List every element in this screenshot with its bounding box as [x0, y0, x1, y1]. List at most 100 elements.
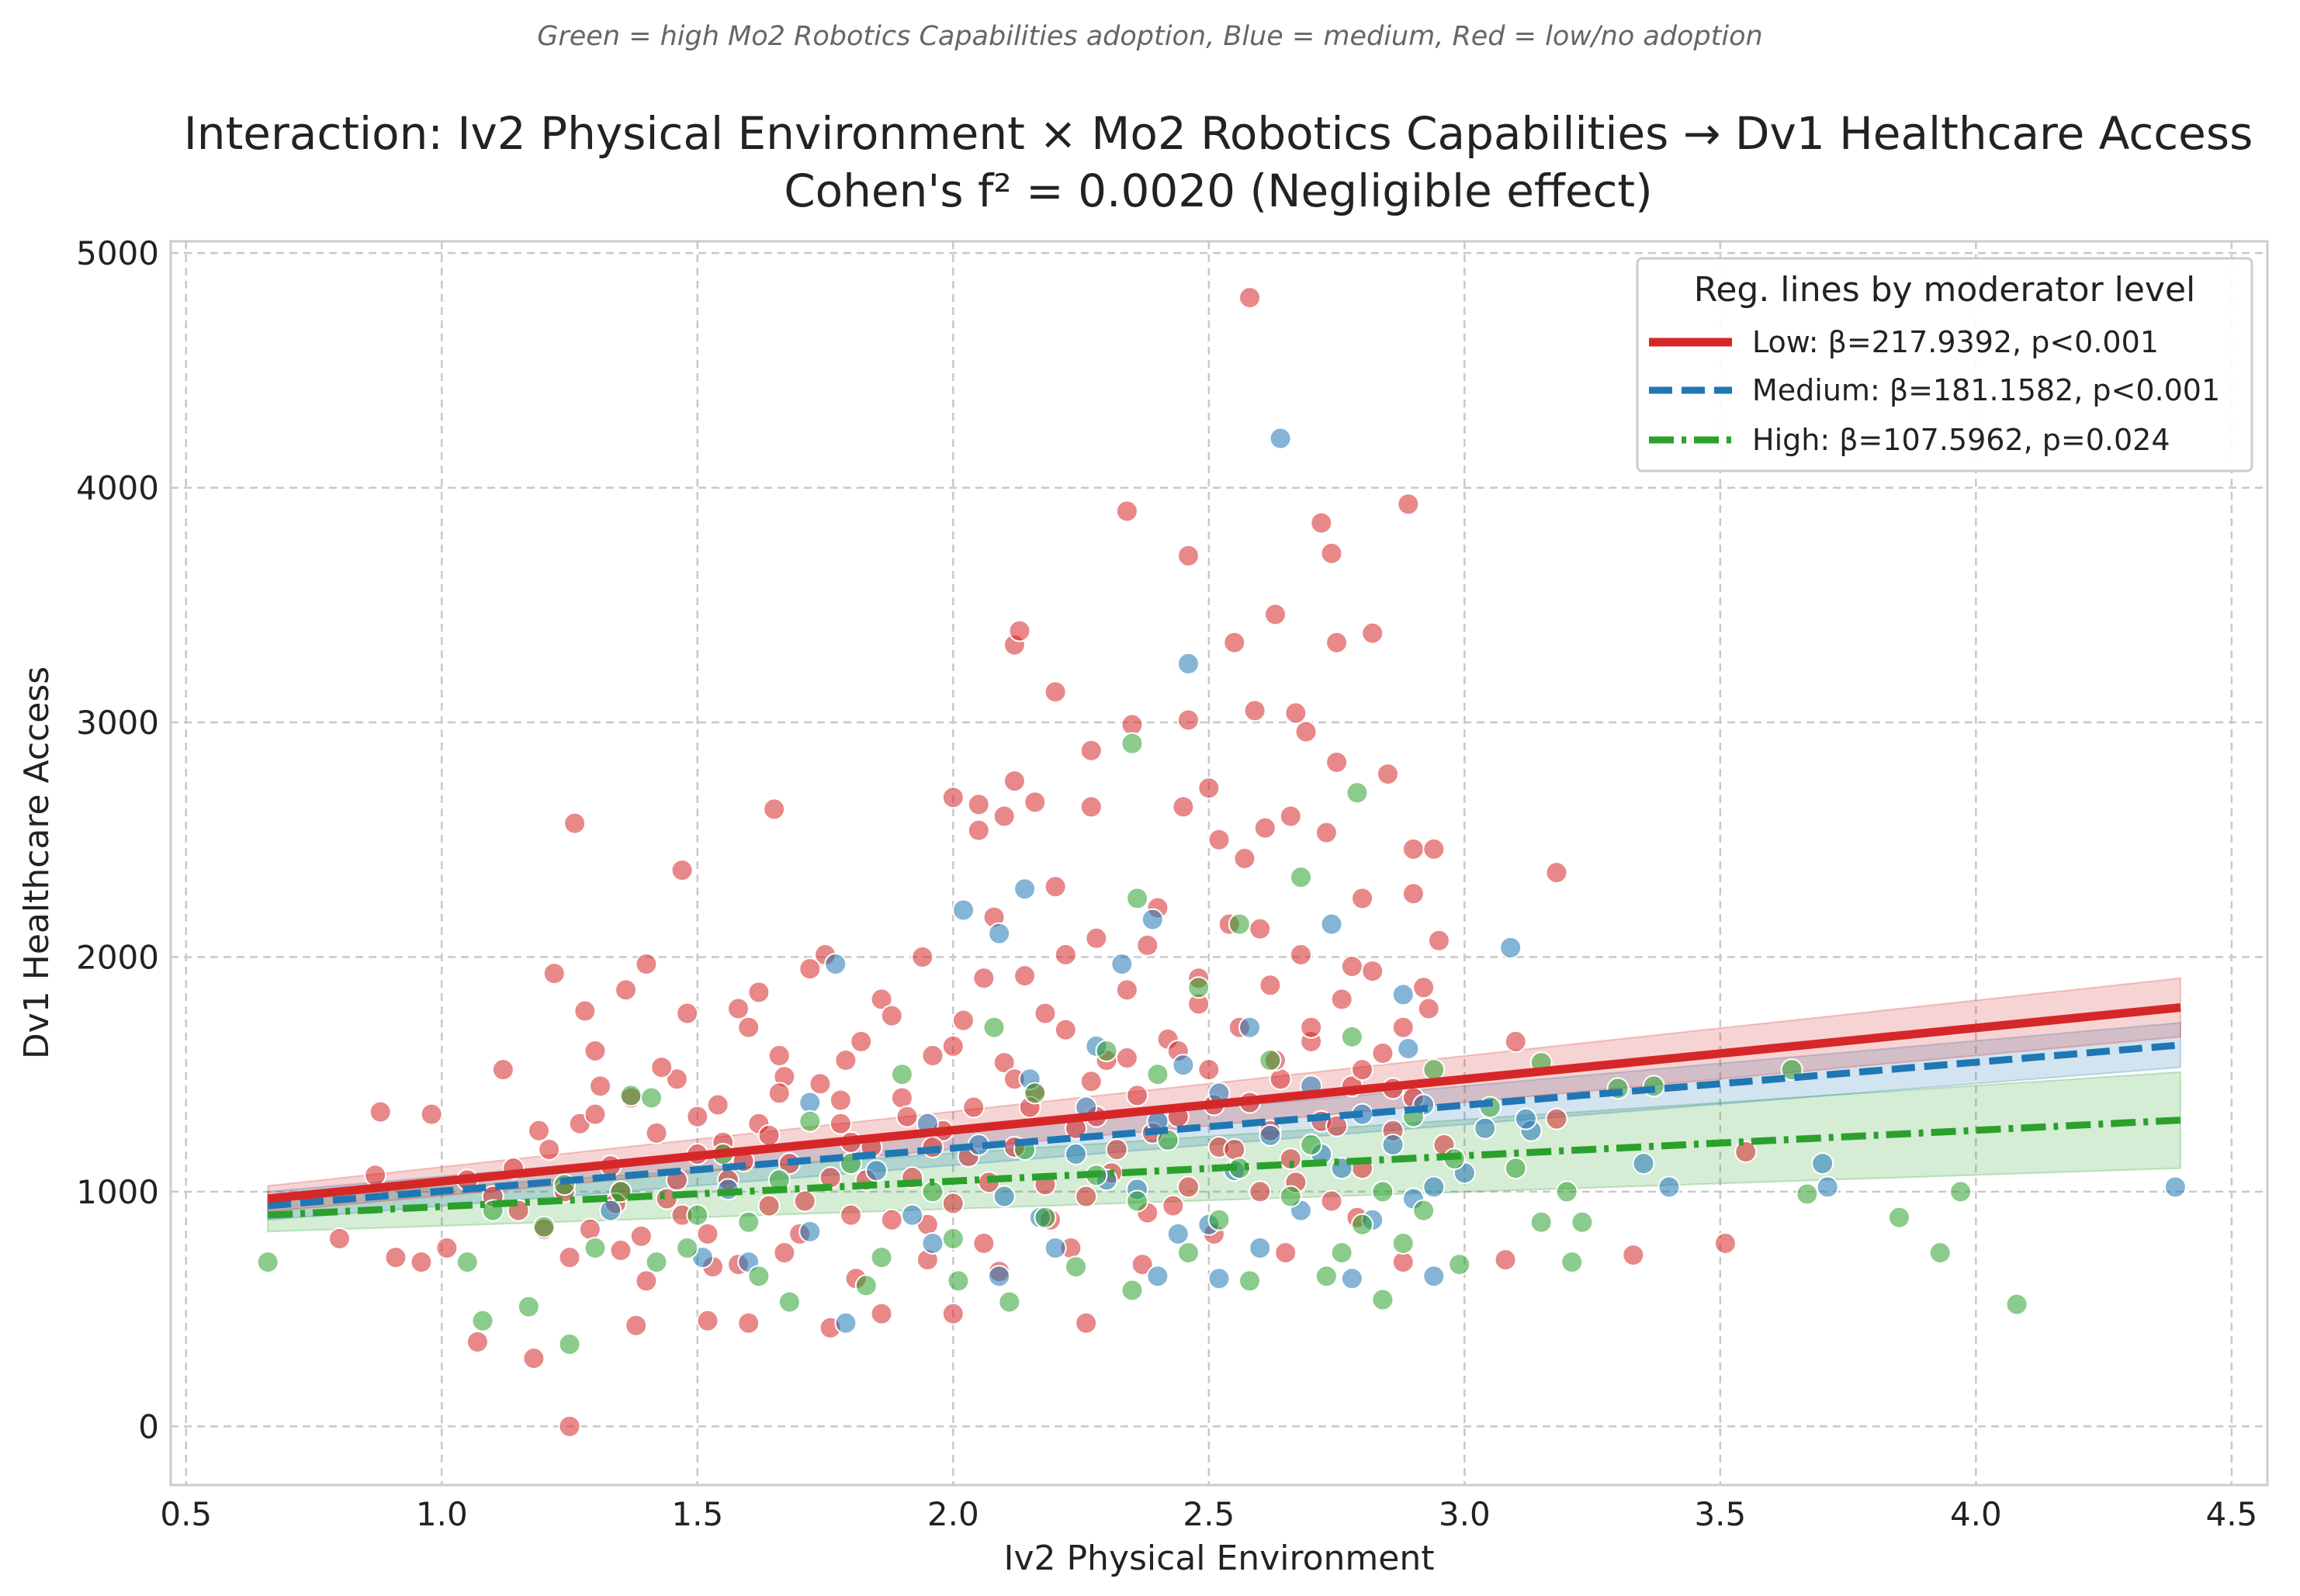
data-point-low	[1284, 701, 1308, 725]
data-point-low	[793, 1189, 816, 1213]
data-point-low	[1376, 763, 1399, 786]
data-point-low	[665, 1068, 688, 1091]
data-point-low	[962, 1096, 985, 1119]
data-point-low	[696, 1309, 719, 1332]
data-point-low	[1223, 631, 1246, 654]
data-point-high	[455, 1251, 479, 1274]
data-point-low	[1325, 750, 1349, 774]
data-point-high	[947, 1269, 970, 1293]
data-point-high	[737, 1210, 760, 1234]
grid-lines	[171, 241, 2267, 1485]
data-point-low	[584, 1103, 607, 1126]
data-point-low	[538, 1137, 561, 1161]
data-point-low	[870, 1302, 893, 1325]
data-point-high	[532, 1215, 556, 1238]
data-point-medium	[988, 922, 1011, 945]
data-point-low	[1340, 955, 1363, 978]
data-point-low	[706, 1093, 729, 1117]
data-point-low	[840, 1203, 863, 1227]
data-point-high	[1289, 866, 1312, 889]
data-point-low	[767, 1044, 791, 1068]
data-point-low	[747, 981, 771, 1004]
data-point-medium	[921, 1231, 944, 1255]
data-point-high	[1448, 1253, 1471, 1276]
data-point-low	[941, 1302, 965, 1325]
data-point-medium	[824, 953, 847, 976]
data-point-low	[1397, 493, 1420, 516]
data-point-low	[384, 1246, 407, 1269]
data-point-low	[1315, 821, 1338, 844]
data-point-medium	[1207, 1267, 1231, 1290]
data-point-medium	[1514, 1107, 1537, 1130]
data-point-low	[895, 1105, 919, 1128]
data-point-low	[1054, 1018, 1077, 1041]
data-point-high	[1529, 1210, 1553, 1234]
data-point-medium	[1340, 1267, 1363, 1290]
legend-entry-high: High: β=107.5962, p=0.024	[1752, 423, 2170, 457]
data-point-low	[1249, 917, 1272, 940]
data-point-high	[686, 1203, 709, 1227]
data-point-high	[1888, 1206, 1911, 1229]
data-point-low	[1243, 699, 1266, 722]
data-point-low	[558, 1414, 581, 1438]
data-point-medium	[901, 1203, 924, 1227]
data-point-low	[629, 1224, 653, 1248]
data-point-high	[1121, 732, 1144, 755]
data-point-high	[1095, 1039, 1118, 1062]
data-point-low	[466, 1331, 489, 1354]
data-point-low	[757, 1123, 781, 1147]
regression-line-medium	[267, 1041, 2181, 1210]
data-point-low	[870, 988, 893, 1011]
data-point-low	[1391, 1016, 1415, 1039]
data-point-high	[1126, 887, 1149, 910]
data-point-high	[1300, 1133, 1323, 1156]
data-point-low	[941, 786, 965, 809]
data-point-high	[584, 1237, 607, 1260]
data-point-high	[471, 1309, 494, 1332]
data-point-low	[650, 1056, 674, 1079]
data-point-low	[1310, 511, 1333, 535]
data-point-medium	[1064, 1143, 1087, 1166]
data-point-low	[1545, 861, 1568, 885]
data-point-low	[655, 1187, 678, 1210]
data-point-high	[1422, 1058, 1446, 1082]
data-point-low	[880, 1004, 903, 1027]
data-point-low	[850, 1030, 873, 1053]
data-point-low	[491, 1058, 514, 1082]
data-point-medium	[1811, 1152, 1834, 1175]
chart-subtitle: Cohen's f² = 0.0020 (Negligible effect)	[784, 164, 1653, 217]
data-point-low	[967, 819, 990, 842]
data-point-low	[1427, 929, 1450, 952]
data-point-low	[1422, 837, 1446, 860]
data-point-low	[670, 859, 694, 882]
legend-box	[1636, 257, 2253, 473]
data-point-high	[854, 1274, 878, 1297]
data-point-low	[1233, 846, 1256, 870]
data-point-high	[1146, 1063, 1169, 1086]
data-point-low	[1504, 1030, 1527, 1053]
data-point-low	[625, 1314, 648, 1337]
data-point-low	[1351, 887, 1374, 910]
x-tick-label: 2.0	[927, 1495, 979, 1533]
data-point-low	[737, 1016, 760, 1039]
data-point-low	[1197, 777, 1221, 800]
data-point-low	[1713, 1231, 1737, 1255]
y-axis-label: Dv1 Healthcare Access	[17, 666, 57, 1059]
data-point-high	[1351, 1213, 1374, 1236]
data-point-high	[1949, 1180, 1973, 1203]
data-point-low	[1401, 882, 1425, 905]
data-point-high	[1796, 1182, 1819, 1206]
data-point-medium	[1044, 1237, 1067, 1260]
data-point-low	[1391, 1251, 1415, 1274]
data-point-low	[1131, 1253, 1154, 1276]
data-point-low	[1412, 976, 1436, 999]
data-point-high	[1315, 1265, 1338, 1288]
data-point-low	[1172, 795, 1195, 819]
data-point-high	[1259, 1049, 1282, 1072]
data-point-low	[1162, 1194, 1185, 1217]
data-point-low	[967, 793, 990, 816]
data-point-high	[1504, 1157, 1527, 1180]
data-point-low	[1136, 933, 1159, 957]
data-point-medium	[1320, 912, 1343, 936]
data-point-high	[798, 1110, 822, 1133]
